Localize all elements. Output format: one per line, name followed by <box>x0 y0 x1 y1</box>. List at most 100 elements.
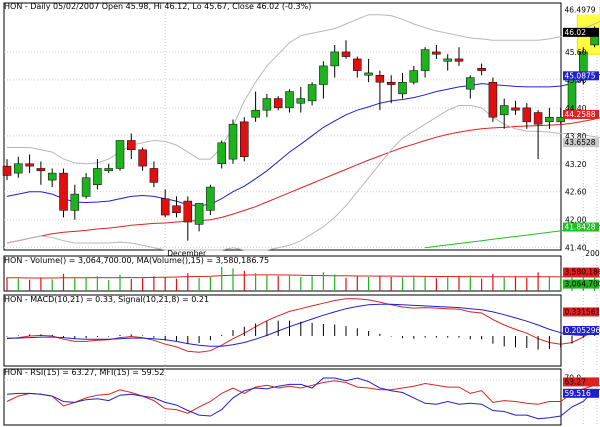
candle-body <box>443 58 452 62</box>
candle-body <box>70 193 80 211</box>
panel-frame <box>3 2 562 251</box>
price-tag-bg <box>563 222 599 232</box>
price-tag-bg <box>563 138 599 148</box>
candle-body <box>499 105 509 116</box>
mfi-line <box>6 377 600 420</box>
candle-body <box>160 198 170 216</box>
volume-tag-bg <box>563 267 599 277</box>
rsi-line <box>6 380 600 414</box>
price-tick-label: 41.40 <box>565 244 587 253</box>
candle-body <box>398 81 407 95</box>
chart-marks <box>2 26 599 350</box>
candle-body <box>590 35 599 46</box>
candle-body <box>330 51 339 67</box>
value-tags: 46.4979 46.02 45.0875 44.2588 43.6528 41.8428… <box>563 5 600 398</box>
candle-body <box>285 91 294 109</box>
candle-body <box>172 205 181 213</box>
price-tag-bg <box>563 5 599 15</box>
rsi-tag: 59.516 <box>565 389 591 398</box>
candle-body <box>432 51 441 55</box>
ma-long-line <box>6 117 600 244</box>
candle-body <box>307 84 317 102</box>
price-panel-title: HON - Daily 05/02/2007 Open 45.98, Hi 46… <box>4 2 311 11</box>
price-tag-bg <box>563 109 599 119</box>
candle-body <box>488 81 498 118</box>
indicator-lines <box>6 14 600 420</box>
price-tick-label: 45.60 <box>565 48 587 57</box>
candle-body <box>556 116 565 123</box>
candle-body <box>477 67 486 71</box>
volume-tag-bg <box>563 279 599 289</box>
candle-body <box>533 112 543 125</box>
candle-body <box>375 74 385 83</box>
band-lower-line <box>6 105 600 251</box>
macd-tag-bg <box>563 325 599 335</box>
candle-body <box>115 140 125 169</box>
price-tag-bg <box>563 71 599 81</box>
candle-body <box>262 98 272 111</box>
candle-body <box>466 77 475 90</box>
rsi-tag: 63.27 <box>565 377 587 386</box>
candle-body <box>25 163 34 167</box>
rsi-panel-title: HON - RSI(15) = 63.27, MFI(15) = 59.52 <box>4 368 164 377</box>
candle-body <box>545 116 554 123</box>
candle-body <box>319 65 328 85</box>
band-upper-line <box>7 14 600 165</box>
volume-tag: 3,580,186 <box>565 268 600 277</box>
macd-tag: 0.205296 <box>565 326 600 335</box>
candle-body <box>2 165 12 176</box>
candle-body <box>59 172 68 211</box>
rsi-tag-bg <box>563 388 599 398</box>
candle-body <box>127 140 136 151</box>
price-tick-label: 42.60 <box>565 188 587 197</box>
candle-body <box>364 72 373 76</box>
macd-line <box>6 298 600 353</box>
macd-tag: 0.331561 <box>565 307 600 316</box>
price-tag: 43.6528 <box>565 138 596 147</box>
candle-body <box>409 70 419 83</box>
candle-body <box>296 98 306 104</box>
date-label-2007: 2007 <box>585 249 600 258</box>
price-tag: 45.0875 <box>565 71 596 80</box>
candle-body <box>104 168 113 172</box>
candle-body <box>420 49 430 71</box>
candle-body <box>14 163 23 174</box>
candle-body <box>386 81 396 85</box>
price-tick-label: 43.80 <box>565 132 587 141</box>
candle-body <box>228 123 238 160</box>
price-tick-label: 45.00 <box>565 76 587 85</box>
axis-labels: 41.40 42.00 42.60 43.20 43.80 44.40 45.00 45.60… <box>167 48 600 258</box>
grid <box>3 2 598 426</box>
candle-body <box>47 172 57 181</box>
ma-short-line <box>6 73 600 207</box>
price-tag: 46.4979 <box>565 6 596 15</box>
candle-body <box>353 58 362 71</box>
volume-panel-title: HON - Volume() = 3,064,700.00, MA(Volume… <box>4 256 269 265</box>
price-tick-label: 44.40 <box>565 104 587 113</box>
panel-frame <box>3 294 562 367</box>
candle-body <box>81 177 91 197</box>
macd-tag-bg <box>563 307 599 317</box>
candle-body <box>36 168 46 172</box>
candle-body <box>206 186 215 211</box>
candle-body <box>240 121 249 158</box>
panel-frame <box>3 255 562 292</box>
volume-tag: 3,064,700 <box>565 280 600 289</box>
price-tag: 41.8428 <box>565 223 596 232</box>
candle-body <box>149 168 159 183</box>
candle-body <box>522 107 532 123</box>
candle-body <box>138 149 147 167</box>
macd-signal-line <box>7 303 600 347</box>
price-tag: 44.2588 <box>565 110 596 119</box>
rsi-tag-bg <box>563 377 599 387</box>
candle-body <box>251 109 260 118</box>
price-tag: 46.02 <box>565 28 587 37</box>
date-label-december: December <box>167 249 207 258</box>
candle-body <box>454 58 464 62</box>
candle-body <box>511 107 520 111</box>
candle-body <box>93 168 102 186</box>
candle-body <box>183 200 193 223</box>
candle-body <box>273 98 283 109</box>
